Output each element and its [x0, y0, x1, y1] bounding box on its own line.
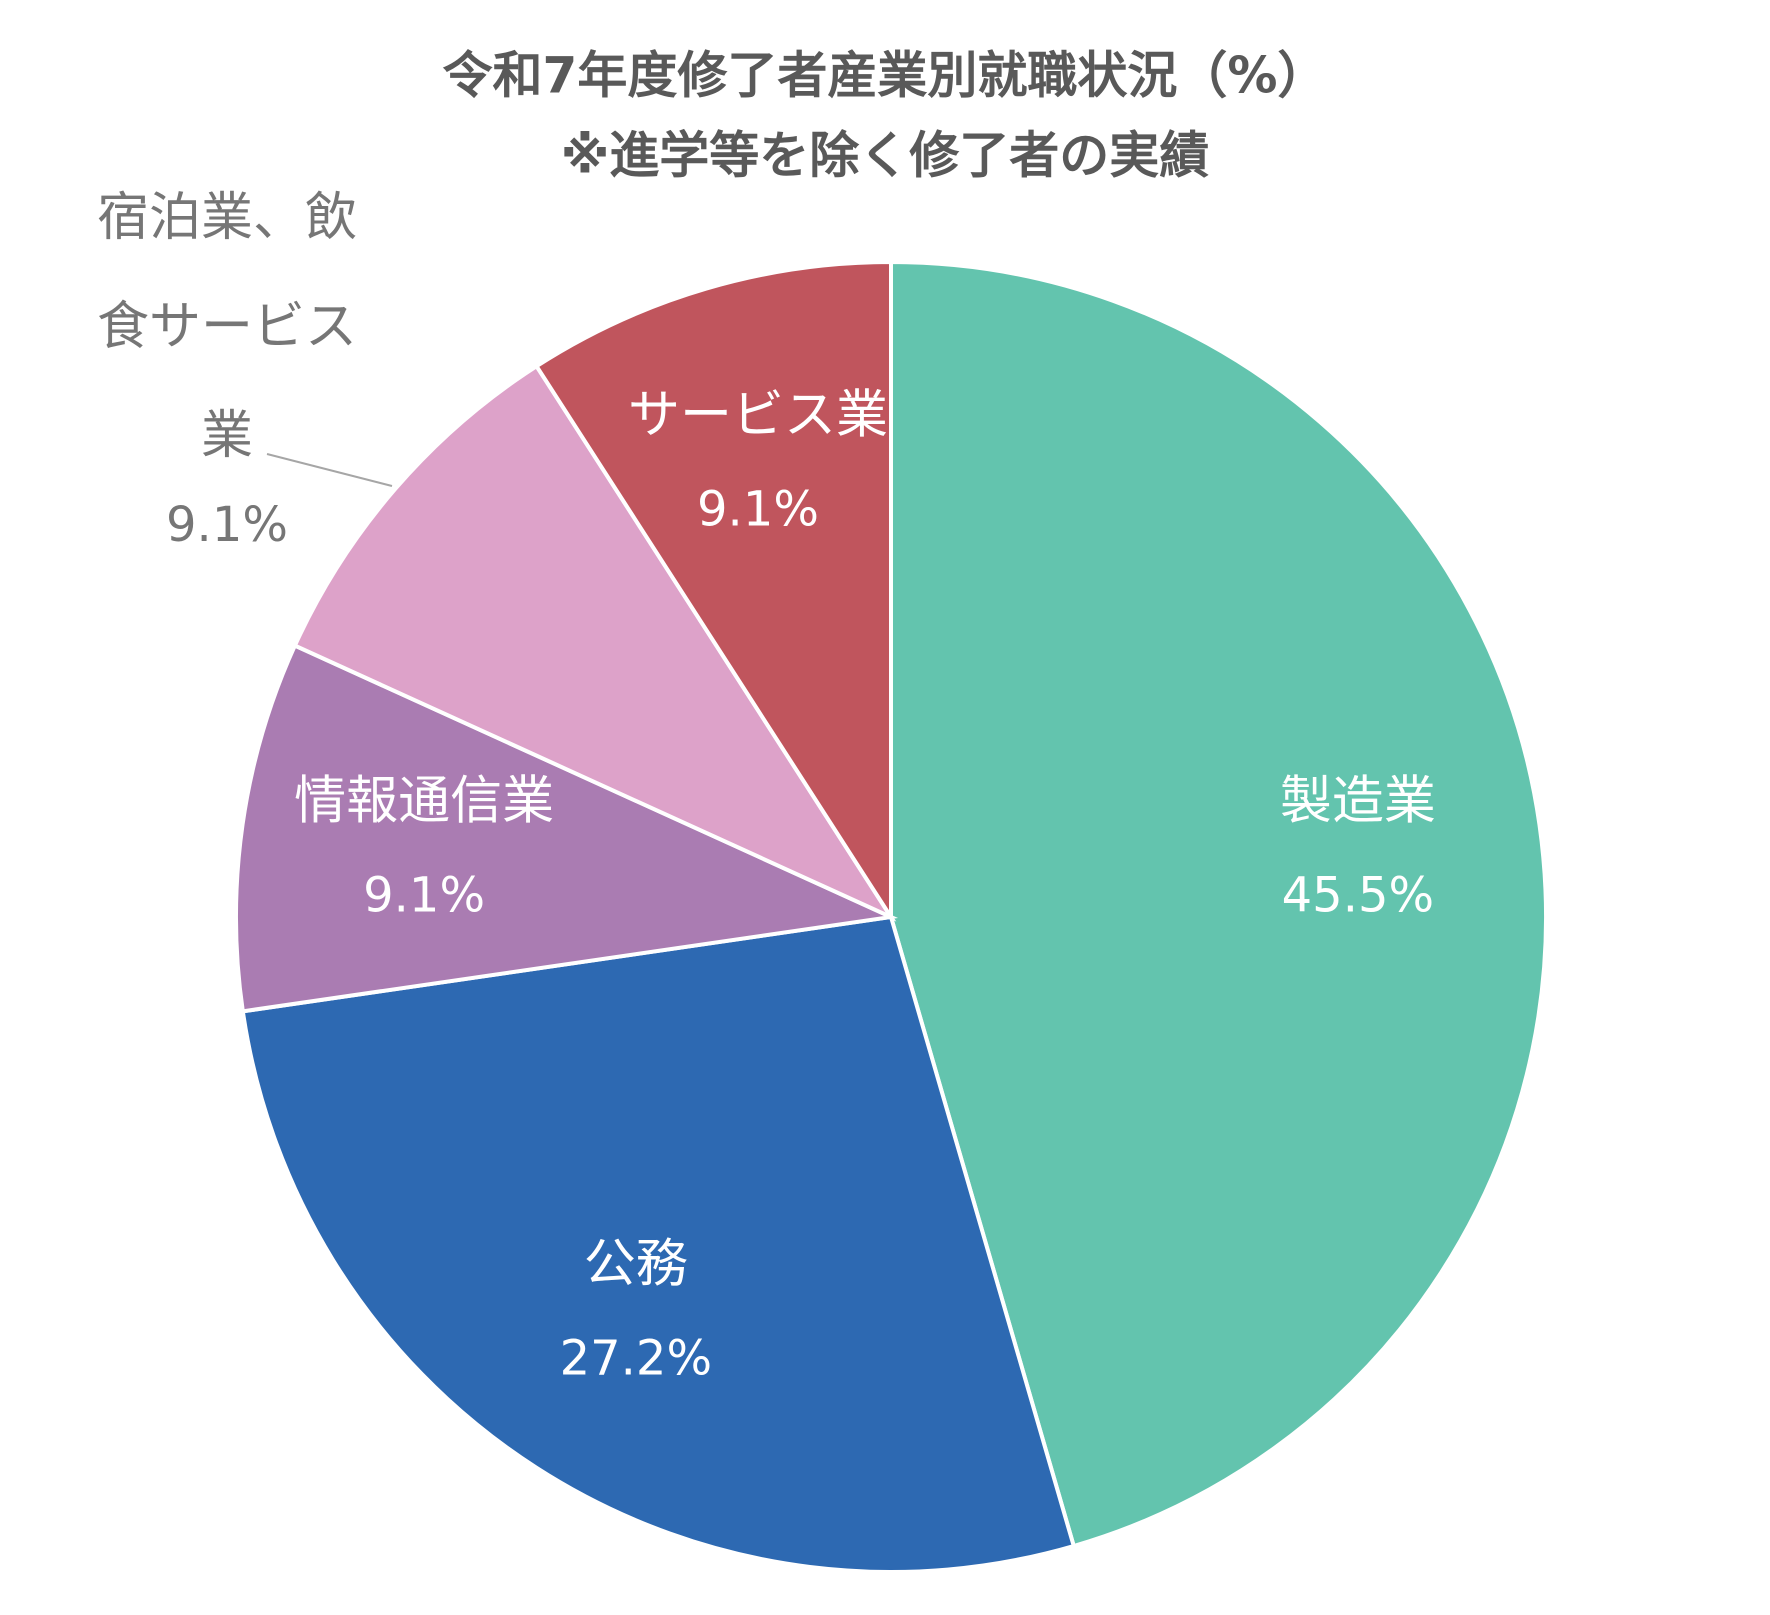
pie-slice — [292, 363, 897, 922]
pie-slice — [240, 914, 1077, 1574]
pie-slice — [889, 259, 1548, 1549]
slice-value-label: 9.1% — [166, 497, 288, 553]
slice-label: 製造業 — [1280, 772, 1436, 832]
pie-slice — [234, 642, 899, 1014]
pie-slice — [533, 259, 893, 924]
slice-label: 公務 — [584, 1235, 688, 1295]
slice-label: サービス業 — [628, 386, 888, 446]
slice-value-label: 27.2% — [560, 1331, 712, 1387]
chart-title: 令和7年度修了者産業別就職状況（%） — [443, 47, 1328, 105]
slice-label: 宿泊業、飲食サービス業 — [96, 188, 357, 466]
chart-subtitle: ※進学等を除く修了者の実績 — [561, 127, 1210, 185]
slice-value-label: 45.5% — [1282, 868, 1434, 924]
slice-value-label: 9.1% — [697, 482, 819, 538]
slice-label: 情報通信業 — [294, 772, 554, 832]
leader-line — [266, 453, 393, 487]
slice-value-label: 9.1% — [363, 868, 485, 924]
